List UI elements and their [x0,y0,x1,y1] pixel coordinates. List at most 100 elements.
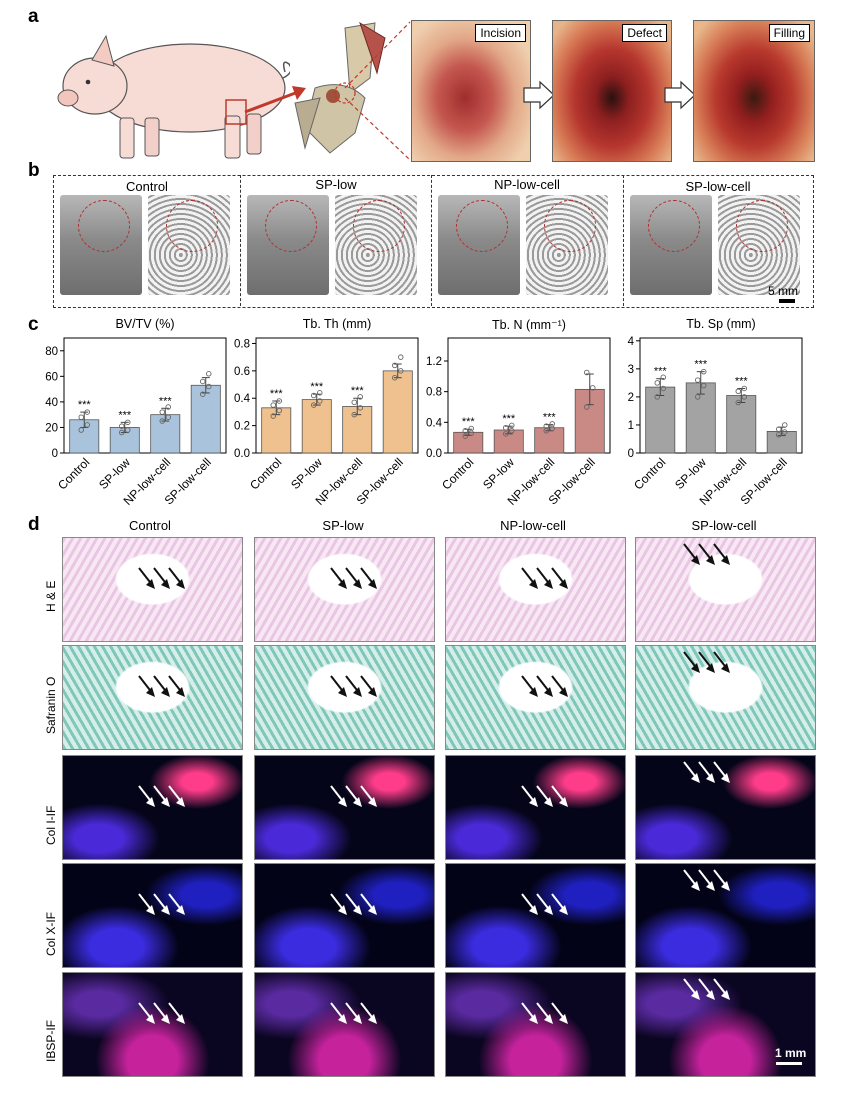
data-point [316,398,323,404]
x-tick-label: Control [247,455,284,492]
data-point [351,411,357,418]
arrow-head [368,579,377,589]
histology-image [254,645,435,750]
arrow-markers [138,567,185,589]
chart-title: Tb. Th (mm) [302,317,372,331]
arrow-head [559,1014,568,1024]
histo-row-ibsp: IBSP-IF [44,1019,58,1062]
bar [534,427,565,454]
data-point [391,362,398,369]
data-point [462,433,469,439]
bar [190,384,221,454]
data-point [502,431,509,437]
step-arrow-2 [664,80,696,110]
arrow-head [146,579,155,589]
arrow-markers [521,675,568,697]
histology-image [635,537,816,642]
data-point [118,423,125,429]
significance-label: *** [310,381,324,393]
y-tick-label: 0 [628,448,634,460]
pointer-arrow [244,86,306,114]
arrow-head [161,797,170,807]
arrow-head [706,773,715,783]
bar [726,395,757,454]
divider-1 [240,175,241,306]
data-point [660,385,667,392]
arrow-head [176,905,185,915]
data-point [781,422,788,428]
defect-circle [265,200,317,252]
data-point [775,426,782,432]
arrow-head [529,1014,538,1024]
arrow-markers [521,785,568,807]
arrow-head [559,905,568,915]
arrow-head [368,687,377,697]
histology-image [62,537,243,642]
data-point [118,429,125,436]
data-point [741,394,747,400]
data-point [735,388,741,395]
arrow-head [353,579,362,589]
arrow-head [146,687,155,697]
arrow-head [176,579,185,589]
histology-image [445,755,626,860]
bar [301,399,332,454]
panel-label-d: d [28,514,40,535]
arrow-head [559,687,568,697]
histology-image [445,972,626,1077]
histo-col-control: Control [129,518,171,533]
arrow-markers [138,893,185,915]
arrow-head [544,905,553,915]
plot-frame [447,337,611,454]
microct-label-np-low-cell: NP-low-cell [494,177,560,192]
bar-chart: 01234***Control***SP-low***NP-low-cellSP… [628,336,803,508]
arrow-head [721,663,730,673]
arrow-head [161,579,170,589]
surgery-photo-incision: Incision [411,20,531,162]
y-tick-label: 0 [52,448,58,460]
arrow-head [368,797,377,807]
y-tick-label: 0.6 [234,366,250,378]
y-tick-label: 2 [628,392,634,404]
histology-image [254,537,435,642]
data-point [205,383,212,390]
data-point [84,422,91,428]
histology-image [62,755,243,860]
arrow-head [691,773,700,783]
histo-col-sp-low: SP-low [322,518,364,533]
y-tick-label: 1 [628,420,634,432]
significance-label: *** [462,416,476,428]
data-point [700,382,707,389]
arrow-head [559,797,568,807]
chart-title: Tb. Sp (mm) [686,317,756,331]
panel-label-b: b [28,160,40,181]
microct-label-sp-low-cell: SP-low-cell [685,179,751,194]
defect-circle [544,200,596,252]
arrow-head [353,905,362,915]
divider-2 [431,175,432,306]
arrow-markers [138,1002,185,1024]
arrow-head [338,687,347,697]
arrow-head [706,555,715,565]
arrow-markers [683,651,730,673]
y-tick-label: 20 [45,422,58,434]
arrow-head [146,1014,155,1024]
histology-image [445,645,626,750]
significance-label: *** [118,409,132,421]
data-point [84,409,91,415]
defect-circle [353,200,405,252]
arrow-head [559,579,568,589]
arrow-head [176,687,185,697]
data-point [397,354,404,360]
arrow-head [338,1014,347,1024]
x-tick-label: Control [631,455,668,492]
data-point [508,428,515,434]
arrow-markers [521,1002,568,1024]
data-point [654,380,661,386]
data-point [741,385,747,392]
arrow-markers [683,543,730,565]
arrow-head [544,1014,553,1024]
arrow-head [338,905,347,915]
data-point [78,414,85,420]
significance-label: *** [735,375,749,387]
